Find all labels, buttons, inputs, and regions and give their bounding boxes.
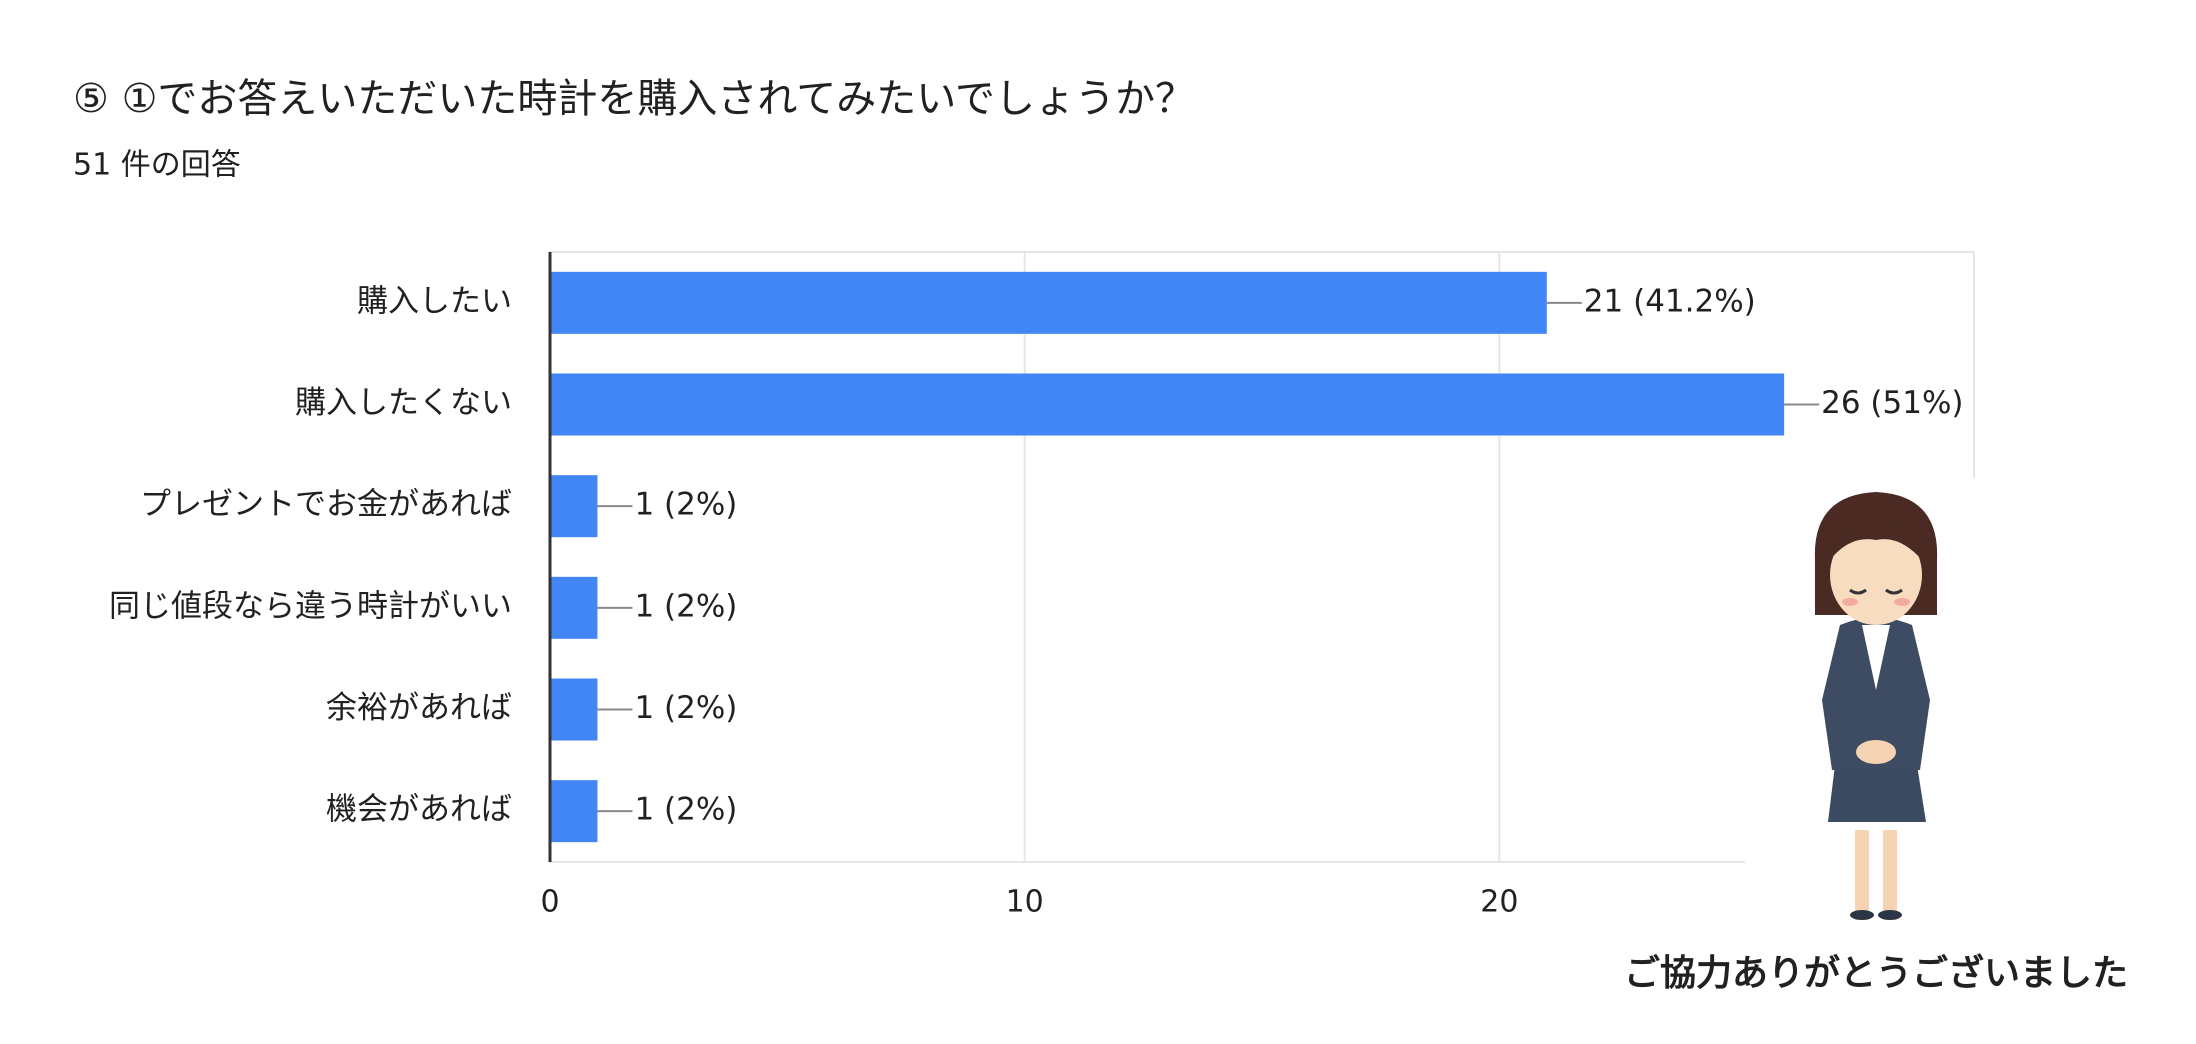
chart-title: ⑤ ①でお答えいただいた時計を購入されてみたいでしょうか？: [73, 76, 1195, 122]
bar: [550, 271, 1547, 334]
x-tick-label: 0: [540, 885, 559, 920]
leg: [1883, 830, 1897, 920]
caption: ご協力ありがとうございました: [1624, 952, 2128, 994]
y-tick-label: 余裕があれば: [326, 690, 512, 726]
skirt: [1828, 765, 1926, 822]
bar: [550, 373, 1785, 436]
value-label: 1 (2%): [634, 588, 737, 624]
bar: [550, 780, 598, 843]
cheek: [1842, 598, 1858, 606]
hands: [1856, 740, 1896, 764]
illustration: [1745, 478, 1990, 938]
y-tick-label: 購入したい: [357, 283, 512, 319]
leg: [1855, 830, 1869, 920]
shoe: [1878, 910, 1902, 920]
value-label: 26 (51%): [1821, 385, 1963, 421]
plot: 0 10 20 購入したい 21 (41.2%) 購入したくない 26 (51%) プレゼント…: [109, 251, 1975, 920]
value-label: 21 (41.2%): [1584, 283, 1756, 319]
cheek: [1894, 598, 1910, 606]
x-tick-label: 10: [1006, 885, 1044, 920]
fringe: [1830, 519, 1922, 560]
eyes: [1849, 588, 1903, 595]
jacket: [1822, 617, 1930, 770]
shoe: [1850, 910, 1874, 920]
bar: [550, 678, 598, 741]
y-tick-label: 機会があれば: [326, 792, 512, 828]
shirt: [1862, 625, 1890, 690]
chart-subtitle: 51 件の回答: [73, 148, 241, 183]
value-label: 1 (2%): [634, 487, 737, 523]
x-tick-label: 20: [1480, 885, 1518, 920]
value-label: 1 (2%): [634, 690, 737, 726]
value-label: 1 (2%): [634, 792, 737, 828]
bar: [550, 475, 598, 538]
y-tick-label: 同じ値段なら違う時計がいい: [109, 588, 512, 624]
bar: [550, 576, 598, 639]
y-tick-label: プレゼントでお金があれば: [140, 487, 512, 523]
y-tick-label: 購入したくない: [295, 385, 512, 421]
